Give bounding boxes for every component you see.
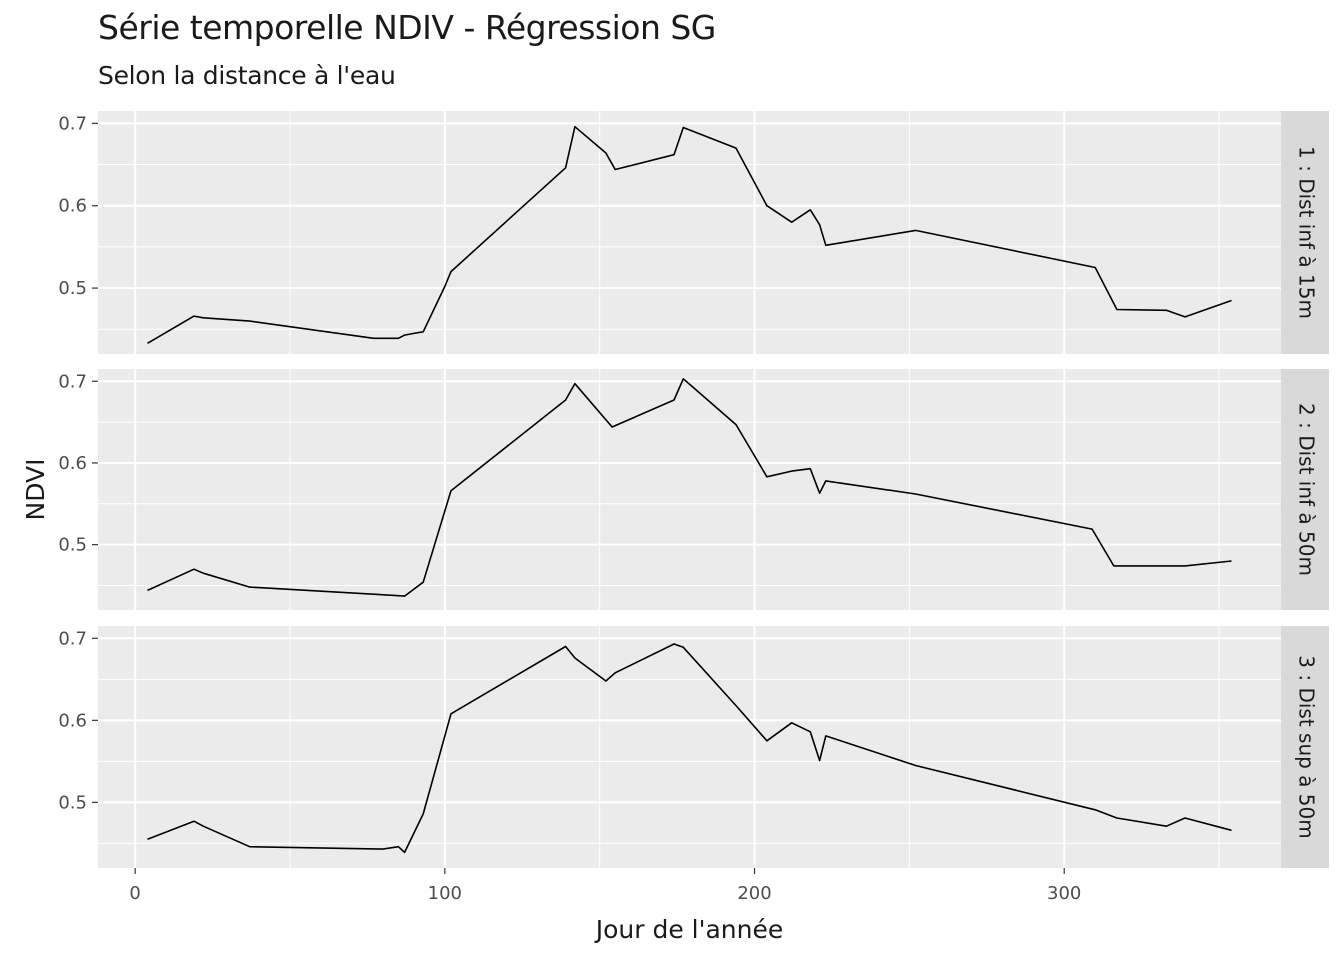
ndvi-series-line bbox=[147, 125, 1232, 344]
panel-background bbox=[98, 626, 1281, 868]
y-tick-label: 0.5 bbox=[58, 278, 87, 299]
y-tick-label: 0.5 bbox=[58, 535, 87, 556]
y-tick-label: 0.7 bbox=[58, 628, 87, 649]
x-tick-label: 100 bbox=[428, 883, 462, 904]
x-axis-title: Jour de l'année bbox=[594, 915, 784, 944]
ndvi-series-line bbox=[147, 643, 1232, 854]
facet-strip-label: 3 : Dist sup à 50m bbox=[1295, 655, 1319, 838]
facet-strip bbox=[1281, 626, 1329, 868]
y-tick-label: 0.6 bbox=[58, 710, 87, 731]
chart-subtitle: Selon la distance à l'eau bbox=[98, 61, 396, 90]
chart-title: Série temporelle NDIV - Régression SG bbox=[98, 8, 716, 47]
ndvi-series-line bbox=[147, 378, 1232, 597]
y-axis-title: NDVI bbox=[21, 459, 50, 521]
facet-strip bbox=[1281, 369, 1329, 610]
panel-background bbox=[98, 369, 1281, 610]
y-tick-label: 0.7 bbox=[58, 371, 87, 392]
x-tick-label: 300 bbox=[1047, 883, 1081, 904]
x-tick-label: 0 bbox=[129, 883, 140, 904]
y-tick-label: 0.5 bbox=[58, 792, 87, 813]
facet-strip bbox=[1281, 111, 1329, 354]
panel-background bbox=[98, 111, 1281, 354]
facet-strip-label: 2 : Dist inf à 50m bbox=[1295, 403, 1319, 576]
y-tick-label: 0.6 bbox=[58, 453, 87, 474]
y-tick-label: 0.6 bbox=[58, 196, 87, 217]
x-tick-label: 200 bbox=[737, 883, 771, 904]
facet-strip-label: 1 : Dist inf à 15m bbox=[1295, 146, 1319, 319]
y-tick-label: 0.7 bbox=[58, 113, 87, 134]
